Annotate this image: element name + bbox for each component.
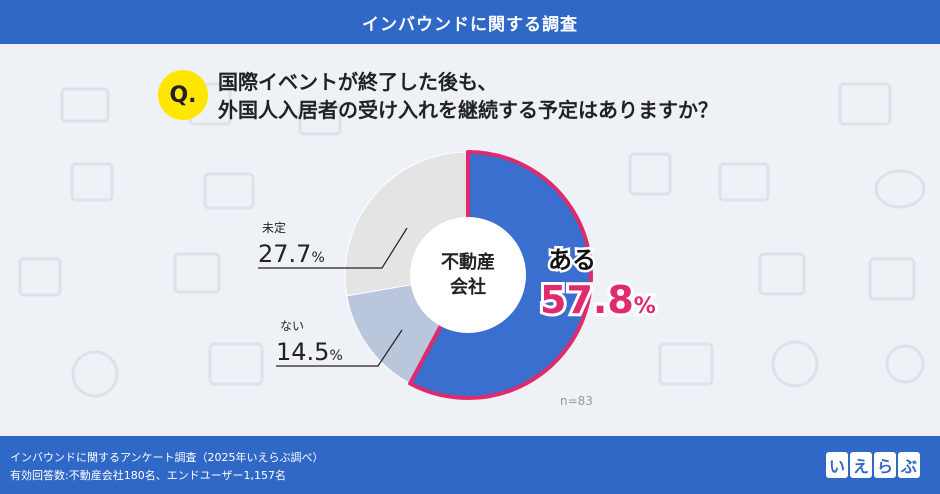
slice-label-nai: ない xyxy=(280,319,304,333)
question-line-2: 外国人入居者の受け入れを継続する予定はありますか？ xyxy=(218,98,718,122)
question-text: 国際イベントが終了した後も、 外国人入居者の受け入れを継続する予定はありますか？ xyxy=(218,68,718,124)
center-label-line-2: 会社 xyxy=(450,276,486,298)
slice-value-nai: 14.5% xyxy=(276,338,343,366)
center-hole xyxy=(410,217,526,333)
logo-char-2: え xyxy=(849,452,872,478)
logo-char-1: い xyxy=(825,452,848,478)
slice-label-mitei: 未定 xyxy=(262,220,286,235)
background-icon-pattern xyxy=(18,82,926,398)
header-bar: インバウンドに関する調査 xyxy=(0,0,940,44)
question-badge: Q. xyxy=(158,70,208,120)
footer-source: インバウンドに関するアンケート調査（2025年いえらぶ調べ） xyxy=(10,451,324,464)
slice-label-aru: ある xyxy=(548,246,596,274)
footer-respondents: 有効回答数:不動産会社180名、エンドユーザー1,157名 xyxy=(10,469,286,482)
leader-line-mitei xyxy=(258,227,408,269)
question-badge-label: Q. xyxy=(169,82,197,108)
logo-char-3: ら xyxy=(873,452,896,478)
slice-value-aru: 57.8% xyxy=(540,278,656,322)
ierabu-logo: い え ら ぶ xyxy=(824,452,920,478)
slice-value-mitei: 27.7% xyxy=(258,240,325,268)
leader-line-nai xyxy=(276,329,403,367)
page-title: インバウンドに関する調査 xyxy=(362,14,578,35)
center-label-line-1: 不動産 xyxy=(441,251,495,273)
sample-size: n=83 xyxy=(560,394,593,408)
footer-bar: インバウンドに関するアンケート調査（2025年いえらぶ調べ） 有効回答数:不動産… xyxy=(0,436,940,494)
question-line-1: 国際イベントが終了した後も、 xyxy=(218,70,498,94)
logo-char-4: ぶ xyxy=(897,452,920,478)
